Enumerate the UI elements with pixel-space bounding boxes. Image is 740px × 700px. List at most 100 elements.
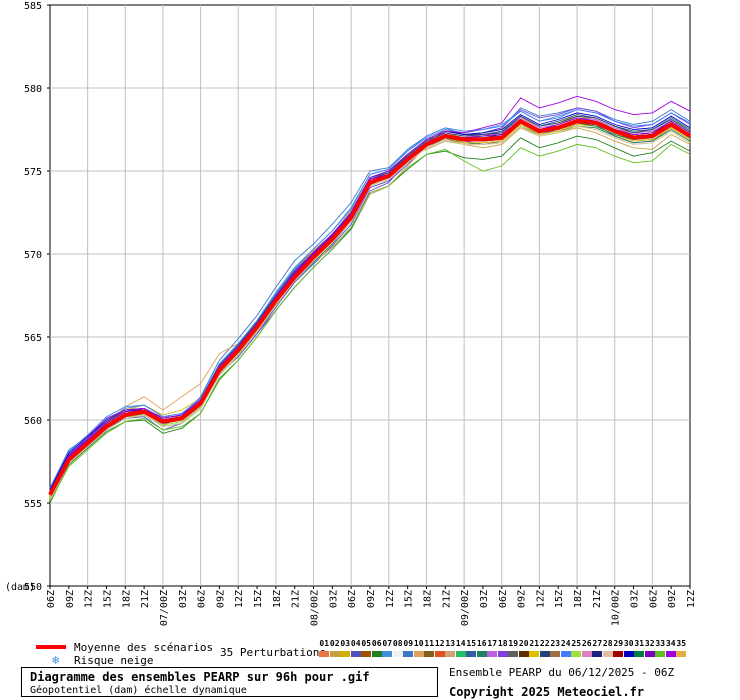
perturbation-number: 33	[655, 639, 666, 648]
perturbation-26: 26	[581, 639, 593, 657]
perturbation-21: 21	[529, 639, 540, 657]
x-tick-label: 09Z	[366, 590, 377, 608]
x-tick-label: 18Z	[121, 590, 132, 608]
perturbation-number: 12	[434, 639, 445, 648]
perturbation-number: 26	[581, 639, 592, 648]
series-line-33	[49, 143, 691, 502]
perturbation-number: 17	[487, 639, 498, 648]
grid	[50, 5, 690, 586]
perturbation-01: 01	[319, 639, 330, 657]
perturbation-08: 08	[392, 639, 404, 657]
x-tick-label: 10/00Z	[611, 590, 622, 626]
x-tick-label: 03Z	[479, 590, 490, 608]
perturbation-number: 20	[518, 639, 529, 648]
perturbation-30: 30	[623, 639, 635, 657]
plot-area	[49, 4, 691, 587]
perturbation-number: 31	[634, 639, 645, 648]
perturbation-31: 31	[634, 639, 645, 657]
perturbation-swatch	[413, 651, 424, 657]
chart-title: Diagramme des ensembles PEARP sur 96h po…	[30, 670, 370, 684]
perturbation-23: 23	[550, 639, 561, 657]
y-tick-label: 570	[24, 250, 42, 261]
x-tick-label: 21Z	[441, 590, 452, 608]
perturbation-number: 15	[466, 639, 477, 648]
perturbation-swatch	[560, 651, 571, 657]
perturbation-swatch	[392, 651, 403, 657]
ensemble-info: Ensemble PEARP du 06/12/2025 - 06Z	[449, 666, 675, 679]
perturbation-03: 03	[340, 639, 351, 657]
ensemble-chart: 550 555 560 565 570 575 580 585 06Z 09Z 12Z 15Z 18Z…	[5, 1, 697, 626]
perturbation-number: 29	[613, 639, 624, 648]
perturbation-17: 17	[487, 639, 498, 657]
perturbation-number: 13	[445, 639, 456, 648]
x-tick-label: 21Z	[592, 590, 603, 608]
perturbation-swatch	[455, 651, 466, 657]
perturbation-number: 19	[508, 639, 519, 648]
perturbation-19: 19	[508, 639, 519, 657]
perturbation-swatch	[623, 651, 634, 657]
x-tick-label: 12Z	[385, 590, 396, 608]
perturbation-swatch	[665, 651, 676, 657]
y-tick-label: 550	[24, 582, 42, 593]
perturbation-swatch	[487, 651, 498, 657]
perturbation-number: 30	[623, 639, 634, 648]
x-tick-label: 21Z	[140, 590, 151, 608]
x-tick-label: 03Z	[178, 590, 189, 608]
perturbation-number: 09	[403, 639, 414, 648]
x-tick-label: 09/00Z	[460, 590, 471, 626]
perturbation-34: 34	[665, 639, 677, 657]
x-tick-label: 06Z	[197, 590, 208, 608]
perturbation-swatch	[361, 651, 372, 657]
y-tick-label: 575	[24, 167, 42, 178]
mean-series	[48, 119, 692, 496]
series-line-24	[49, 109, 691, 489]
perturbation-swatch	[371, 651, 382, 657]
perturbation-swatch	[602, 651, 613, 657]
perturbation-swatch	[581, 651, 592, 657]
perturbation-22: 22	[539, 639, 551, 657]
y-tick-label: 560	[24, 416, 42, 427]
perturbation-number: 35	[676, 639, 687, 648]
perturbation-swatch	[445, 651, 456, 657]
x-axis: 06Z 09Z 12Z 15Z 18Z 21Z 07/00Z 03Z 06Z 09Z 12Z 15Z 1…	[46, 586, 697, 626]
x-tick-label: 12Z	[84, 590, 95, 608]
perturbation-number: 34	[665, 639, 676, 648]
perturbation-35: 35	[676, 639, 687, 657]
perturbation-number: 27	[592, 639, 603, 648]
perturbation-swatch	[424, 651, 435, 657]
x-tick-label: 09Z	[517, 590, 528, 608]
perturbation-number: 10	[413, 639, 424, 648]
perturbation-13: 13	[445, 639, 456, 657]
perturbation-10: 10	[413, 639, 425, 657]
copyright: Copyright 2025 Meteociel.fr	[449, 685, 645, 699]
perturbation-swatch	[497, 651, 508, 657]
legend-perturbations-label: 35 Perturbations	[220, 646, 326, 659]
perturbation-swatch	[550, 651, 561, 657]
perturbation-number: 11	[424, 639, 435, 648]
perturbation-swatch	[382, 651, 393, 657]
perturbation-swatch	[403, 651, 414, 657]
perturbation-number: 02	[329, 639, 340, 648]
perturbation-14: 14	[455, 639, 467, 657]
perturbation-04: 04	[350, 639, 362, 657]
perturbation-swatch	[613, 651, 624, 657]
x-tick-label: 21Z	[291, 590, 302, 608]
x-tick-label: 06Z	[648, 590, 659, 608]
perturbation-28: 28	[602, 639, 614, 657]
legend-mean-label: Moyenne des scénarios	[74, 641, 214, 654]
y-tick-label: 555	[24, 499, 42, 510]
perturbation-swatch	[340, 651, 351, 657]
perturbation-number: 32	[644, 639, 655, 648]
perturbation-number: 14	[455, 639, 466, 648]
series-line-34	[49, 95, 691, 492]
x-tick-label: 07/00Z	[159, 590, 170, 626]
perturbation-swatch	[434, 651, 445, 657]
perturbation-25: 25	[571, 639, 582, 657]
perturbation-05: 05	[361, 639, 372, 657]
x-tick-label: 09Z	[215, 590, 226, 608]
perturbation-32: 32	[644, 639, 656, 657]
x-tick-label: 09Z	[667, 590, 678, 608]
perturbation-07: 07	[382, 639, 393, 657]
perturbation-02: 02	[329, 639, 341, 657]
y-tick-label: 565	[24, 333, 42, 344]
